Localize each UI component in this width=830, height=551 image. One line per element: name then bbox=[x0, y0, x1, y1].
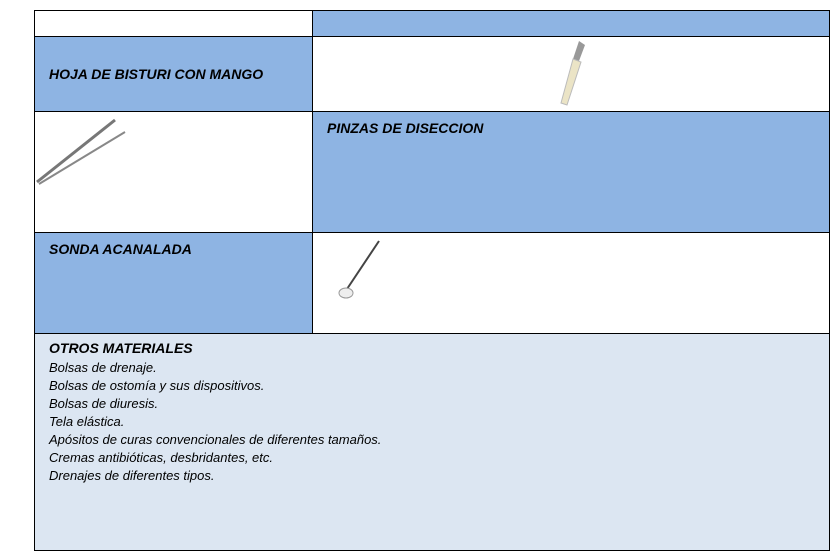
scalpel-image bbox=[560, 41, 585, 106]
item: Bolsas de diuresis. bbox=[49, 396, 159, 411]
section-title: OTROS MATERIALES bbox=[49, 340, 193, 356]
cell: PINZAS DE DISECCION bbox=[312, 111, 830, 233]
item: Apósitos de curas convencionales de dife… bbox=[49, 432, 382, 447]
cell bbox=[312, 232, 830, 334]
row-label: PINZAS DE DISECCION bbox=[327, 120, 484, 136]
item-list: Bolsas de drenaje. Bolsas de ostomía y su… bbox=[49, 359, 381, 485]
cell: HOJA DE BISTURI CON MANGO bbox=[34, 36, 313, 112]
forceps-image bbox=[36, 118, 126, 185]
header-cell bbox=[312, 10, 830, 37]
row-label: SONDA ACANALADA bbox=[49, 241, 192, 257]
other-materials: OTROS MATERIALES Bolsas de drenaje. Bolsa… bbox=[34, 333, 830, 551]
row-label: HOJA DE BISTURI CON MANGO bbox=[49, 66, 264, 82]
probe-image bbox=[338, 240, 380, 299]
header-cell bbox=[34, 10, 313, 37]
item: Bolsas de ostomía y sus dispositivos. bbox=[49, 378, 265, 393]
item: Cremas antibióticas, desbridantes, etc. bbox=[49, 450, 273, 465]
cell bbox=[312, 36, 830, 112]
item: Bolsas de drenaje. bbox=[49, 360, 157, 375]
cell: SONDA ACANALADA bbox=[34, 232, 313, 334]
cell bbox=[34, 111, 313, 233]
item: Drenajes de diferentes tipos. bbox=[49, 468, 215, 483]
item: Tela elástica. bbox=[49, 414, 125, 429]
